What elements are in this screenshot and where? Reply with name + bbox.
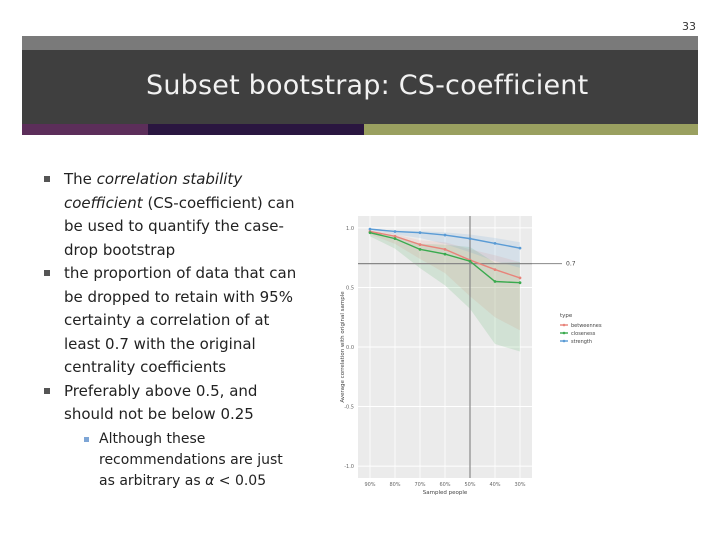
y-axis-label: Average correlation with original sample bbox=[340, 291, 346, 403]
accent-stripe-1 bbox=[22, 124, 148, 135]
data-point bbox=[393, 230, 397, 233]
slide-title: Subset bootstrap: CS-coefficient bbox=[146, 70, 589, 101]
confidence-band bbox=[370, 228, 520, 268]
legend-swatch-point bbox=[562, 323, 566, 327]
y-tick-label: -0.5 bbox=[344, 405, 354, 411]
legend-entry: betweenness bbox=[571, 323, 602, 329]
data-point bbox=[443, 233, 447, 237]
data-point bbox=[443, 247, 447, 251]
cs-coefficient-chart: -1.0 -0.5 0.0 0.5 1.0 90% 80% 70% 60% 50% 40% 30% 0.… bbox=[340, 216, 602, 496]
data-point bbox=[468, 237, 472, 241]
sub-bullet-icon bbox=[84, 436, 89, 442]
data-point bbox=[418, 243, 422, 246]
data-point bbox=[518, 246, 522, 250]
data-point bbox=[368, 227, 372, 231]
sub-bullet-item: Although these recommendations are just … bbox=[80, 429, 300, 492]
data-point bbox=[518, 276, 522, 280]
y-tick-label: -1.0 bbox=[344, 464, 354, 470]
data-point bbox=[393, 234, 397, 238]
slide-number: 33 bbox=[682, 20, 696, 33]
confidence-band bbox=[370, 231, 520, 352]
legend-entry: closeness bbox=[571, 331, 596, 337]
x-tick-label: 60% bbox=[439, 482, 450, 488]
x-tick-label: 70% bbox=[414, 482, 425, 488]
data-point bbox=[393, 237, 397, 241]
legend-title: type bbox=[560, 313, 573, 319]
data-point bbox=[418, 231, 422, 235]
data-point bbox=[518, 281, 522, 285]
emphasized-term: correlation stability coefficient bbox=[64, 170, 243, 212]
confidence-band bbox=[370, 230, 520, 331]
legend-entry: strength bbox=[571, 339, 592, 345]
legend-swatch-point bbox=[562, 339, 566, 343]
bullet-icon bbox=[44, 270, 50, 276]
data-point bbox=[468, 259, 472, 263]
bullet-item: the proportion of data that can be dropp… bbox=[40, 262, 300, 380]
x-tick-label: 30% bbox=[514, 482, 525, 488]
y-tick-label: 0.0 bbox=[346, 345, 354, 351]
y-tick-label: 1.0 bbox=[346, 226, 354, 232]
bullet-item: Preferably above 0.5, and should not be … bbox=[40, 380, 300, 427]
hline-label: 0.7 bbox=[566, 261, 576, 268]
accent-stripe-3 bbox=[364, 124, 698, 135]
title-banner: Subset bootstrap: CS-coefficient bbox=[22, 50, 698, 124]
bullet-item: The correlation stability coefficient (C… bbox=[40, 168, 300, 262]
data-point bbox=[418, 247, 422, 251]
bullet-list: The correlation stability coefficient (C… bbox=[40, 168, 300, 492]
bullet-icon bbox=[44, 176, 50, 182]
x-tick-label: 80% bbox=[389, 482, 400, 488]
data-point bbox=[493, 280, 497, 283]
data-point bbox=[368, 231, 372, 235]
data-point bbox=[493, 241, 497, 245]
legend-swatch-point bbox=[562, 331, 566, 335]
y-tick-label: 0.5 bbox=[346, 285, 354, 291]
x-tick-label: 40% bbox=[489, 482, 500, 488]
accent-stripe-2 bbox=[148, 124, 364, 135]
x-tick-label: 90% bbox=[364, 482, 375, 488]
x-tick-label: 50% bbox=[464, 482, 475, 488]
header-top-bar bbox=[22, 36, 698, 50]
bullet-icon bbox=[44, 387, 50, 394]
data-point bbox=[443, 252, 447, 256]
data-point bbox=[493, 268, 497, 271]
x-axis-label: Sampled people bbox=[423, 490, 468, 496]
